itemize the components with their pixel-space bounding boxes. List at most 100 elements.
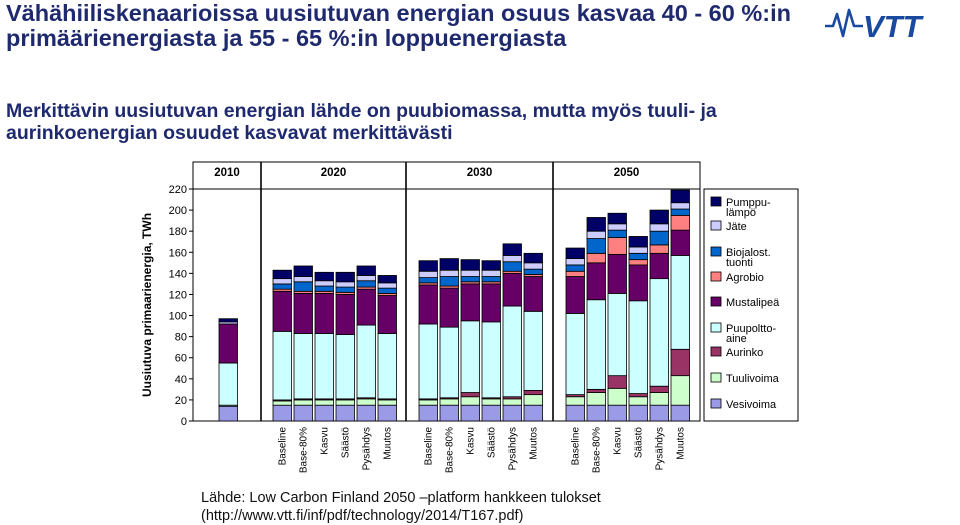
bar-segment [565, 396, 585, 406]
bar-segment [649, 278, 669, 387]
bar-segment [314, 399, 334, 406]
bar-segment [335, 281, 355, 288]
bar-segment [356, 324, 376, 399]
bar-segment [418, 260, 438, 272]
bar-segment [523, 252, 543, 264]
source-note: Lähde: Low Carbon Finland 2050 –platform… [201, 489, 601, 525]
bar-segment [649, 252, 669, 280]
bar-segment [272, 278, 292, 285]
bar-segment [377, 295, 397, 334]
bar-segment [481, 321, 501, 399]
bar-segment [649, 223, 669, 232]
bar-segment [523, 390, 543, 396]
bar-segment [314, 292, 334, 334]
bar-segment [607, 387, 627, 406]
bar-segment [628, 393, 648, 398]
bar-segment [523, 404, 543, 422]
bar-segment [502, 261, 522, 272]
x-tick-label: Pysähdys [361, 427, 372, 470]
bar-segment [502, 398, 522, 406]
y-tick-label: 200 [169, 205, 187, 217]
bar-segment [565, 258, 585, 266]
bar-segment [293, 292, 313, 334]
legend-label: Mustalipeä [726, 297, 780, 309]
vtt-logo-wave-icon [825, 8, 863, 38]
y-tick-label: 0 [181, 416, 187, 428]
y-tick-label: 140 [169, 268, 187, 280]
bar-segment [565, 270, 585, 277]
bar-segment [293, 333, 313, 400]
bar-segment [335, 404, 355, 422]
x-tick-label: Kasvu [319, 427, 330, 455]
bar-segment [377, 333, 397, 400]
bar-segment [628, 252, 648, 261]
y-tick-label: 80 [175, 332, 187, 344]
bar-segment [565, 313, 585, 396]
bar-segment [272, 330, 292, 401]
bar-segment [586, 217, 606, 232]
bar-segment [335, 294, 355, 335]
x-tick-label: Pysähdys [507, 427, 518, 470]
bar-segment [460, 269, 480, 277]
bar-segment [523, 276, 543, 312]
legend-label: Pumppu- [726, 197, 771, 209]
legend-label: Agrobio [726, 272, 764, 284]
legend-label: Biojalost. [726, 247, 771, 259]
bar-segment [628, 404, 648, 422]
x-tick-label: Pysähdys [654, 427, 665, 470]
bar-segment [586, 404, 606, 422]
bar-segment [335, 399, 355, 406]
y-tick-label: 220 [169, 184, 187, 196]
bar-segment [628, 246, 648, 254]
bar-segment [628, 259, 648, 266]
bar-segment [502, 305, 522, 398]
bar-segment [502, 404, 522, 422]
bar-segment [670, 208, 690, 216]
bar-segment [377, 275, 397, 284]
bar-segment [670, 214, 690, 231]
legend-swatch [710, 346, 722, 357]
bar-segment [607, 292, 627, 377]
legend-label: lämpö [726, 207, 756, 219]
bar-segment [502, 243, 522, 256]
bar-segment [586, 230, 606, 239]
source-line-1: Lähde: Low Carbon Finland 2050 –platform… [201, 490, 601, 506]
x-tick-label: Baseline [277, 427, 288, 466]
bar-segment [460, 276, 480, 283]
bar-segment [439, 287, 459, 328]
y-tick-label: 20 [175, 395, 187, 407]
bar-segment [460, 396, 480, 406]
group-label: 2030 [467, 167, 493, 179]
legend-swatch [710, 322, 722, 333]
legend-swatch [710, 372, 722, 383]
bar-segment [377, 404, 397, 422]
bar-segment [586, 238, 606, 254]
bar-segment [565, 276, 585, 314]
bar-segment [607, 212, 627, 225]
bar-segment [502, 272, 522, 307]
bar-segment [481, 398, 501, 406]
legend-label: Vesivoima [726, 399, 777, 411]
page-subtitle: Merkittävin uusiutuvan energian lähde on… [6, 100, 717, 144]
bar-segment [314, 280, 334, 287]
bar-segment [439, 258, 459, 271]
x-tick-label: Base-80% [591, 427, 602, 473]
x-tick-label: Muutos [675, 427, 686, 460]
bar-segment [628, 264, 648, 302]
bar-segment [272, 269, 292, 280]
source-line-2: (http://www.vtt.fi/inf/pdf/technology/20… [201, 508, 524, 524]
bar-segment [670, 189, 690, 204]
bar-segment [335, 334, 355, 400]
bar-segment [460, 320, 480, 393]
bar-segment [670, 375, 690, 406]
x-tick-label: Säästö [486, 427, 497, 459]
y-tick-label: 120 [169, 289, 187, 301]
legend-label: Aurinko [726, 347, 763, 359]
bar-segment [628, 300, 648, 394]
bar-segment [649, 392, 669, 406]
bar-segment [481, 283, 501, 323]
bar-segment [314, 271, 334, 282]
x-tick-label: Baseline [423, 427, 434, 466]
x-tick-label: Baseline [570, 427, 581, 466]
